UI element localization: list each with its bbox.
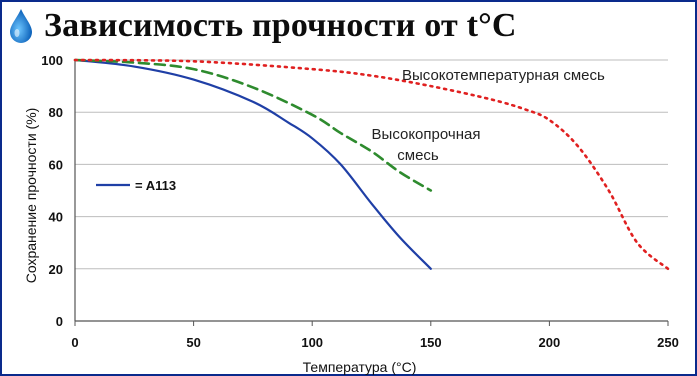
title-row: Зависимость прочности от t°C [8, 4, 517, 48]
annotation-2: Высокопрочная [372, 126, 481, 143]
series-line-3 [73, 58, 670, 271]
x-tick-label-250: 250 [657, 335, 679, 350]
y-tick-label-20: 20 [49, 262, 63, 277]
x-tick-label-50: 50 [186, 335, 200, 350]
legend-label-a113: = A113 [135, 178, 176, 193]
series-line-1 [73, 58, 432, 270]
y-tick-label-100: 100 [41, 53, 63, 68]
y-tick-label-0: 0 [56, 314, 63, 329]
y-tick-label-60: 60 [49, 157, 63, 172]
y-tick-label-80: 80 [49, 105, 63, 120]
y-axis-label: Сохранение прочности (%) [23, 108, 39, 284]
water-drop-icon [10, 9, 32, 43]
x-tick-label-100: 100 [301, 335, 323, 350]
page-title: Зависимость прочности от t°C [44, 7, 517, 44]
x-axis-label: Температура (°C) [303, 359, 417, 375]
y-tick-label-40: 40 [49, 210, 63, 225]
x-tick-label-150: 150 [420, 335, 442, 350]
x-tick-label-200: 200 [539, 335, 561, 350]
x-tick-label-0: 0 [71, 335, 78, 350]
annotation-1: Высокотемпературная смесь [402, 67, 605, 84]
annotation-3: смесь [397, 147, 439, 164]
series-line-2 [73, 58, 433, 192]
